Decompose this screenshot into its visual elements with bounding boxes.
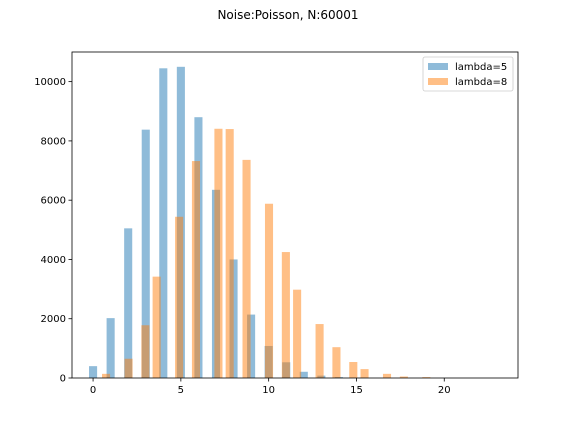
bar-series-0-1: [106, 318, 115, 378]
x-tick-label: 20: [438, 385, 451, 396]
bar-series-1-0: [102, 373, 111, 378]
x-tick-label: 10: [262, 385, 275, 396]
x-tick-label: 15: [350, 385, 363, 396]
bar-series-1-2: [141, 325, 150, 378]
bar-series-1-6: [214, 128, 223, 378]
bar-series-1-9: [264, 203, 274, 378]
bar-series-0-4: [159, 68, 168, 379]
bar-series-1-3: [152, 276, 161, 378]
bar-series-0-2: [124, 228, 133, 378]
bar-series-1-12: [315, 324, 324, 378]
y-axis: 0 2000 4000 6000 8000 10000: [34, 77, 72, 385]
bar-series-0-12: [299, 371, 308, 378]
plot-bars: [89, 66, 431, 379]
y-tick-label: 10000: [34, 77, 66, 88]
bar-series-1-10: [281, 252, 290, 378]
y-tick-label: 8000: [41, 136, 66, 147]
x-tick-label: 5: [178, 385, 184, 396]
bar-series-1-11: [293, 289, 302, 378]
y-tick-label: 0: [60, 374, 66, 385]
y-tick-label: 6000: [41, 196, 66, 207]
bar-series-0-3: [141, 129, 150, 378]
bar-series-1-15: [360, 369, 369, 378]
bar-series-1-14: [349, 362, 358, 378]
y-tick-label: 4000: [41, 255, 66, 266]
x-tick-label: 0: [90, 385, 96, 396]
bar-series-0-0: [89, 366, 98, 378]
legend-label-0: lambda=5: [455, 62, 507, 73]
legend: lambda=5 lambda=8: [422, 56, 514, 92]
legend-label-1: lambda=8: [455, 77, 507, 88]
legend-swatch-1: [428, 78, 448, 85]
y-tick-label: 2000: [41, 314, 66, 325]
bar-series-1-16: [382, 373, 392, 378]
bar-series-1-7: [225, 129, 234, 378]
legend-swatch-0: [428, 63, 448, 70]
chart-title: Noise:Poisson, N:60001: [217, 8, 358, 22]
bar-series-1-5: [191, 161, 201, 378]
bar-series-1-8: [242, 159, 251, 378]
bar-series-1-1: [124, 358, 133, 378]
bar-series-1-4: [175, 216, 184, 378]
plot-frame: [71, 51, 519, 379]
bar-series-0-9: [247, 314, 256, 378]
bar-series-1-13: [332, 347, 341, 378]
bar-series-1-17: [399, 376, 408, 378]
bar-series-1-18: [422, 377, 431, 378]
x-axis: 0 5 10 15 20: [90, 378, 451, 396]
